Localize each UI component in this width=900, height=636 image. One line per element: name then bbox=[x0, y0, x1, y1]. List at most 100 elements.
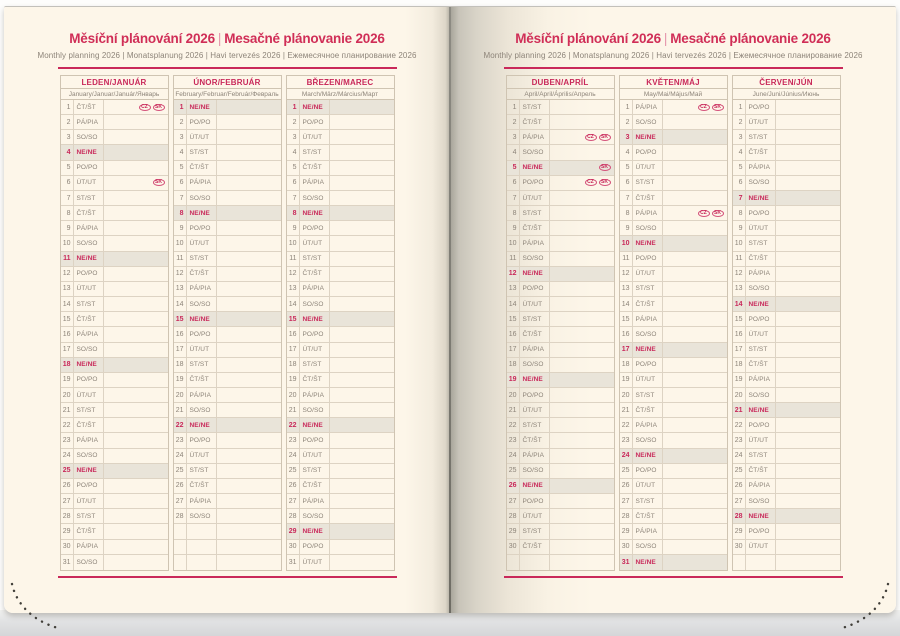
day-name: ÚT/UT bbox=[187, 236, 217, 251]
day-row: 11 SO/SO bbox=[506, 251, 614, 267]
stitching-dots-right bbox=[840, 582, 890, 630]
notes-cell bbox=[663, 555, 727, 570]
notes-cell bbox=[550, 509, 614, 523]
day-number: 4 bbox=[61, 145, 74, 160]
day-name: PO/PO bbox=[633, 251, 663, 266]
month-column-duben: DUBEN/APRÍL April/April/Április/Апрель 1 ST… bbox=[505, 75, 615, 571]
day-name: PÁ/PIA bbox=[300, 387, 330, 403]
notes-cell bbox=[550, 252, 614, 266]
day-row: 18 ČT/ŠT bbox=[732, 357, 840, 373]
day-row: 14 NE/NE bbox=[732, 297, 840, 313]
day-name: NE/NE bbox=[633, 554, 663, 570]
day-row: 6 ÚT/UT SK bbox=[60, 175, 168, 191]
day-row: 4 SO/SO bbox=[506, 145, 614, 161]
day-number: 4 bbox=[733, 145, 746, 160]
day-number: 7 bbox=[174, 190, 187, 206]
day-number: 31 bbox=[620, 554, 633, 570]
notes-cell bbox=[663, 161, 727, 175]
day-row: 15 NE/NE bbox=[286, 312, 394, 328]
day-number: 26 bbox=[507, 478, 520, 494]
day-row: 29 ČT/ŠT bbox=[60, 524, 168, 540]
day-number: 10 bbox=[61, 236, 74, 251]
notes-cell bbox=[217, 130, 281, 144]
day-name: ÚT/UT bbox=[74, 281, 104, 297]
notes-cell bbox=[663, 509, 727, 523]
notes-cell bbox=[663, 252, 727, 266]
day-name: ST/ST bbox=[633, 494, 663, 509]
day-name: NE/NE bbox=[633, 236, 663, 251]
notes-cell bbox=[217, 191, 281, 205]
notes-cell bbox=[550, 206, 614, 220]
day-number: 27 bbox=[620, 494, 633, 509]
notes-cell bbox=[550, 433, 614, 447]
day-row: 25 NE/NE bbox=[60, 463, 168, 479]
day-name: SO/SO bbox=[300, 403, 330, 418]
month-languages: May/Mai/Május/Май bbox=[619, 89, 727, 100]
day-name: PÁ/PIA bbox=[746, 266, 776, 281]
notes-cell bbox=[550, 343, 614, 357]
day-name: ÚT/UT bbox=[746, 327, 776, 342]
day-name: PO/PO bbox=[74, 478, 104, 494]
day-number: 15 bbox=[61, 312, 74, 327]
notes-cell bbox=[217, 418, 281, 432]
day-name: NE/NE bbox=[187, 418, 217, 433]
day-name: ČT/ŠT bbox=[74, 524, 104, 539]
day-number: 18 bbox=[174, 357, 187, 372]
notes-cell bbox=[663, 145, 727, 159]
day-name: PÁ/PIA bbox=[520, 448, 550, 463]
day-name: SO/SO bbox=[300, 297, 330, 312]
day-number: 12 bbox=[507, 266, 520, 281]
day-name: NE/NE bbox=[300, 206, 330, 221]
day-row: 12 ÚT/UT bbox=[619, 266, 727, 282]
day-row: 23 SO/SO bbox=[619, 433, 727, 449]
day-number: 25 bbox=[61, 463, 74, 478]
day-row: 11 ST/ST bbox=[173, 251, 281, 267]
day-number: 22 bbox=[61, 418, 74, 433]
day-number: 30 bbox=[507, 539, 520, 554]
day-number: 17 bbox=[733, 342, 746, 357]
day-row: 27 ST/ST bbox=[619, 494, 727, 510]
notes-cell bbox=[550, 115, 614, 129]
notes-cell: SK bbox=[104, 176, 168, 190]
notes-cell bbox=[776, 176, 840, 190]
day-name: ST/ST bbox=[746, 130, 776, 145]
day-name: NE/NE bbox=[746, 190, 776, 206]
day-number: 2 bbox=[620, 115, 633, 130]
notes-cell: CZ SK bbox=[104, 100, 168, 114]
notes-cell bbox=[776, 297, 840, 311]
day-name: ÚT/UT bbox=[520, 297, 550, 312]
day-number: 3 bbox=[174, 130, 187, 145]
page-subtitle: Monthly planning 2026 | Monatsplanung 20… bbox=[37, 51, 417, 60]
day-number: 22 bbox=[174, 418, 187, 433]
day-number: 2 bbox=[733, 115, 746, 130]
day-number: 5 bbox=[287, 160, 300, 175]
day-row: 20 PO/PO bbox=[506, 387, 614, 404]
day-number: 16 bbox=[174, 327, 187, 342]
day-name: ČT/ŠT bbox=[520, 221, 550, 236]
header-rule bbox=[503, 67, 843, 69]
day-name: SO/SO bbox=[746, 494, 776, 509]
day-row: 26 ÚT/UT bbox=[619, 478, 727, 495]
page-title-slovak: Mesačné plánovanie 2026 bbox=[224, 31, 385, 46]
day-number: 8 bbox=[507, 206, 520, 221]
day-number bbox=[174, 524, 187, 539]
day-row: 6 PO/PO CZ SK bbox=[506, 175, 614, 191]
notes-cell bbox=[663, 312, 727, 326]
notes-cell bbox=[330, 449, 394, 463]
day-number: 15 bbox=[507, 312, 520, 327]
day-name: PÁ/PIA bbox=[633, 100, 663, 115]
day-number: 14 bbox=[287, 297, 300, 312]
notes-cell bbox=[330, 206, 394, 220]
day-number: 26 bbox=[61, 478, 74, 494]
notes-cell bbox=[104, 555, 168, 570]
day-number: 4 bbox=[620, 145, 633, 160]
day-name: ÚT/UT bbox=[74, 175, 104, 190]
day-row: 8 PÁ/PIA CZ SK bbox=[619, 206, 727, 222]
notes-cell bbox=[663, 282, 727, 296]
day-name: NE/NE bbox=[300, 312, 330, 327]
day-number: 25 bbox=[733, 463, 746, 478]
day-row: 23 PO/PO bbox=[286, 433, 394, 449]
day-row: 24 NE/NE bbox=[619, 448, 727, 464]
day-name: PÁ/PIA bbox=[187, 494, 217, 509]
header-rule bbox=[57, 67, 397, 69]
